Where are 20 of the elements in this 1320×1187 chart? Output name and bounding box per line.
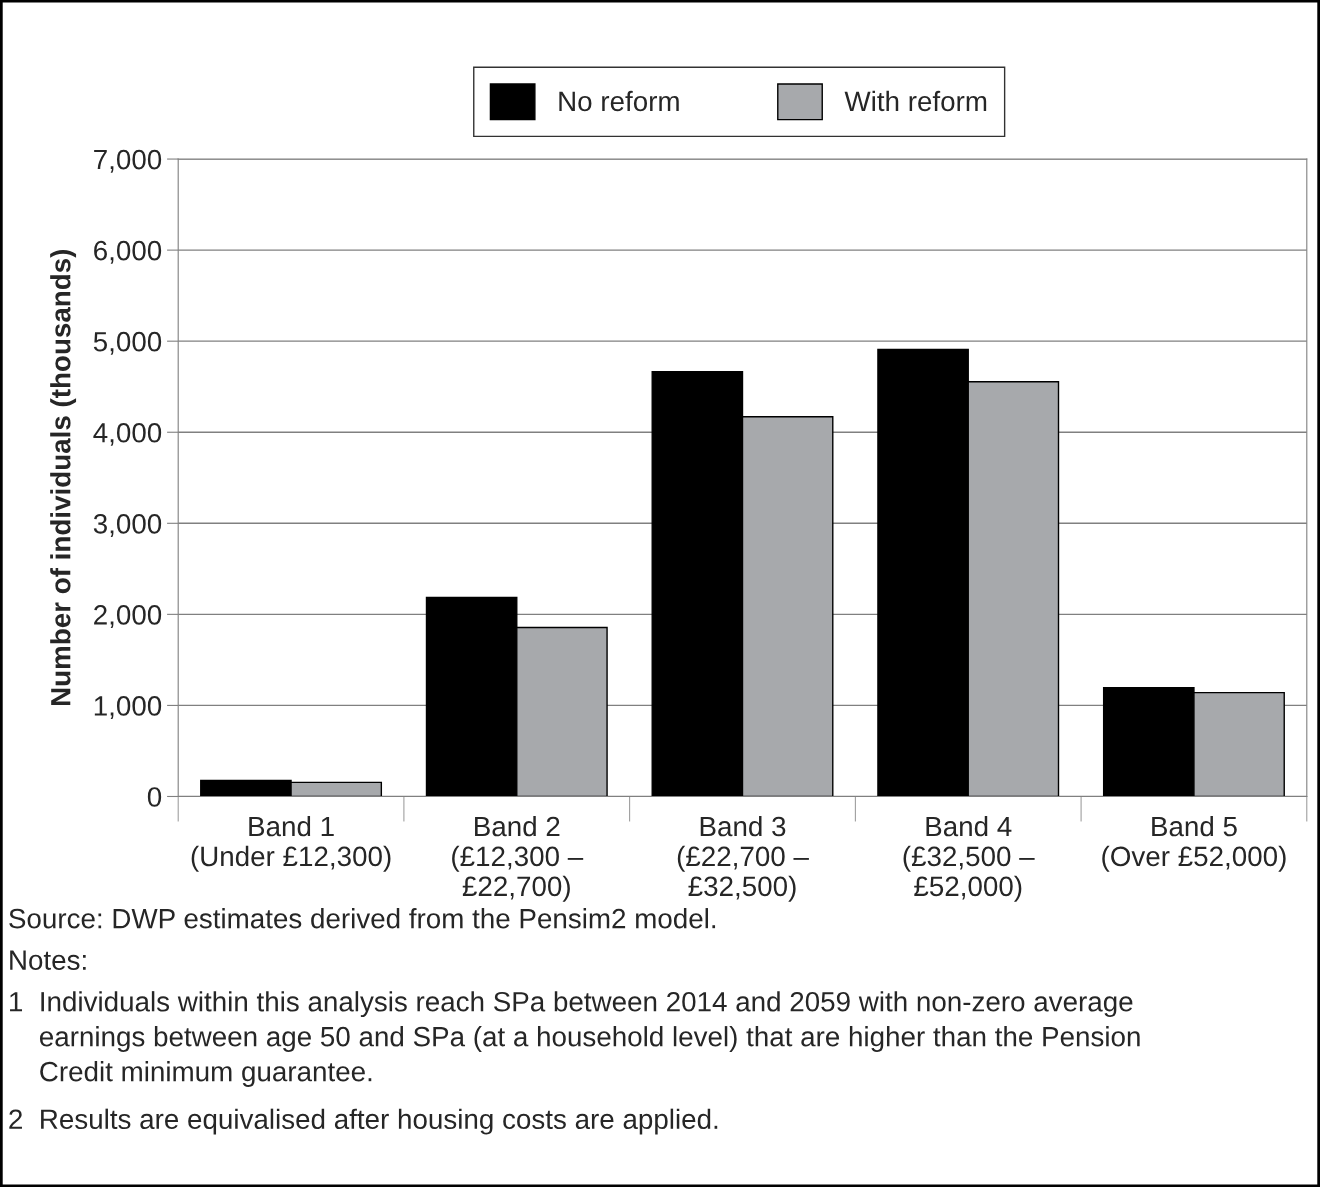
text: Notes: xyxy=(10,950,86,970)
text: 1 Individuals within this analysis reach SPa between 2014 and 2059 with non-zero average earnings between age 50 and SPa (at a household level) that are higher than the Pension Credit minimum guarantee. xyxy=(10,991,1140,1087)
y-tick-label: 5,000 xyxy=(93,331,162,355)
text: 2 Results are equivalised after housing costs are applied. xyxy=(9,1108,718,1135)
y-axis-title: Number of individuals (thousands) xyxy=(50,249,77,706)
y-tick-label: 3,000 xyxy=(93,513,162,537)
y-tick-label: 0 xyxy=(147,787,162,807)
x-tick-label: Band 5 (Over £52,000) xyxy=(1102,815,1286,872)
x-tick-label: Band 4 (£32,500 – £52,000) xyxy=(903,815,1035,902)
y-tick-label: 2,000 xyxy=(94,605,162,628)
x-tick-label: Band 2 (£12,300 – £22,700) xyxy=(452,815,584,902)
x-tick-label: Band 3 (£22,700 – £32,500) xyxy=(677,815,809,902)
legend-label: With reform xyxy=(844,90,987,112)
y-tick-label: 6,000 xyxy=(94,240,162,264)
y-tick-label: 1,000 xyxy=(94,696,162,720)
source-note: Source: DWP estimates derived from the Pensim2 model. xyxy=(9,908,716,929)
y-tick-label: 4,000 xyxy=(93,422,162,446)
legend-label: No reform xyxy=(559,90,679,112)
x-tick-label: Band 1 (Under £12,300) xyxy=(191,815,391,872)
y-tick-label: 7,000 xyxy=(94,149,162,173)
